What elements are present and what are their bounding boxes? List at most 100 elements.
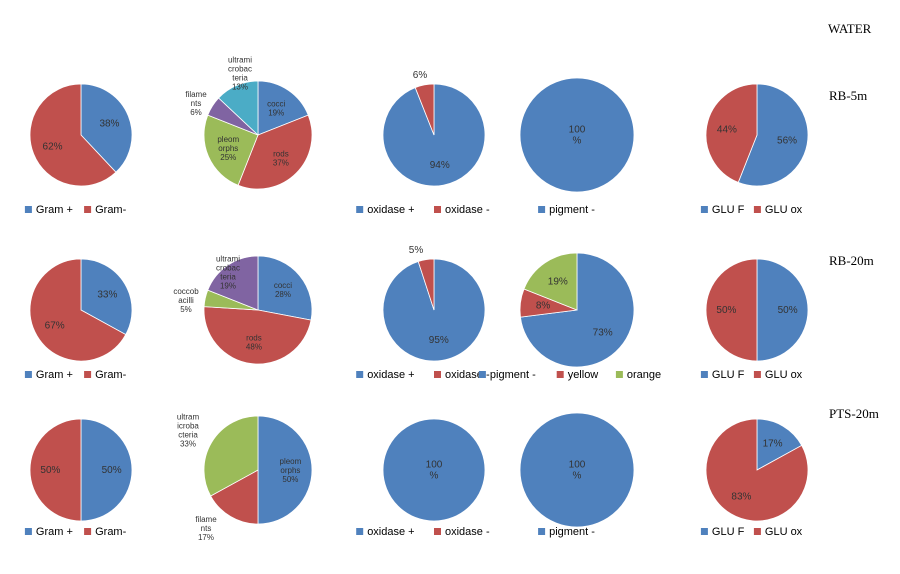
pie-chart-12: pleom orphs 50% filame nts 17% ultram icroba cte… <box>177 413 313 542</box>
pie-slice <box>29 83 117 187</box>
pie-slice <box>417 258 435 311</box>
pie-slice <box>207 255 259 311</box>
legend: oxidase + oxidase - <box>356 526 490 538</box>
data-label: 100% <box>426 460 443 482</box>
data-label: rods 37% <box>273 149 289 167</box>
pie-slice <box>257 255 313 321</box>
data-label: cocci 19% <box>267 100 285 118</box>
legend-swatch <box>478 371 486 378</box>
legend-swatch <box>434 371 441 378</box>
legend-label: Gram- <box>95 204 127 216</box>
legend-label: pigment - <box>549 526 595 538</box>
pie-slice <box>382 418 486 522</box>
legend-swatch <box>434 206 441 213</box>
pie-slice <box>257 80 309 136</box>
legend-label: Gram + <box>36 204 73 216</box>
legend-swatch <box>753 528 761 535</box>
data-label: 38% <box>99 119 119 130</box>
pie-slice <box>705 83 758 183</box>
pie-chart-1: 38% 62% Gram + Gram- <box>24 83 133 216</box>
legend: pigment - <box>538 204 595 216</box>
data-label: 94% <box>430 160 450 171</box>
legend-swatch <box>84 528 92 535</box>
legend-label: Gram- <box>95 369 127 381</box>
pie-chart-10: 50% 50% GLU F GLU ox <box>700 258 809 381</box>
data-label: 62% <box>43 141 63 152</box>
legend-label: orange <box>627 369 661 381</box>
data-label: 17% <box>763 439 783 450</box>
pie-slice <box>80 418 133 522</box>
data-label: 33% <box>97 289 117 300</box>
legend-label: oxidase + <box>367 369 414 381</box>
pie-slice <box>80 83 133 173</box>
data-label: filame nts 6% <box>185 90 207 117</box>
legend-swatch <box>556 371 564 378</box>
legend-swatch <box>356 528 364 535</box>
legend-swatch <box>700 371 708 378</box>
data-label: 5% <box>409 245 424 256</box>
legend-label: Gram- <box>95 526 127 538</box>
legend-label: yellow <box>568 369 599 381</box>
legend: GLU F GLU ox <box>700 204 803 216</box>
pie-chart-5: 56% 44% GLU F GLU ox <box>700 83 809 216</box>
legend: pigment - yellow orange <box>478 369 661 381</box>
legend-label: oxidase + <box>367 204 414 216</box>
pie-slice <box>737 83 809 187</box>
legend: Gram + Gram- <box>24 526 127 538</box>
legend: Gram + Gram- <box>24 369 127 381</box>
pie-slice <box>414 83 435 136</box>
pie-slice <box>29 418 82 522</box>
data-label: 83% <box>731 491 751 502</box>
data-label: 100% <box>569 125 586 147</box>
legend: GLU F GLU ox <box>700 369 803 381</box>
legend-swatch <box>356 206 364 213</box>
legend-swatch <box>538 206 546 213</box>
legend-swatch <box>700 206 708 213</box>
legend: GLU F GLU ox <box>700 526 803 538</box>
pie-slice <box>29 258 127 362</box>
data-label: 50% <box>778 305 798 316</box>
data-label: 56% <box>777 136 797 147</box>
legend-label: oxidase - <box>445 204 490 216</box>
data-label: 19% <box>548 277 568 288</box>
data-label: pleom orphs 25% <box>217 135 239 162</box>
pie-slice <box>203 114 259 186</box>
legend-label: Gram + <box>36 369 73 381</box>
pie-slice <box>705 418 809 522</box>
legend-label: oxidase - <box>445 526 490 538</box>
data-label: 67% <box>45 321 65 332</box>
legend-swatch <box>24 528 32 535</box>
data-label: 8% <box>536 301 551 312</box>
pie-slice <box>80 258 133 336</box>
legend-label: oxidase + <box>367 526 414 538</box>
data-label: 73% <box>593 328 613 339</box>
legend-swatch <box>356 371 364 378</box>
pie-slice <box>203 415 259 497</box>
row-label-1: RB-5m <box>829 88 867 103</box>
row-label-3: PTS-20m <box>829 406 879 421</box>
legend-swatch <box>24 371 32 378</box>
pie-slice <box>237 114 313 190</box>
legend-swatch <box>84 371 92 378</box>
legend-swatch <box>538 528 546 535</box>
legend-label: pigment - <box>490 369 536 381</box>
data-label: cocci 28% <box>274 281 292 299</box>
legend-label: oxidase - <box>445 369 490 381</box>
legend-swatch <box>434 528 441 535</box>
pie-slice <box>203 306 312 365</box>
data-label: coccob acilli 5% <box>173 287 199 314</box>
pie-chart-3: 94% 6% oxidase + oxidase - <box>356 70 490 216</box>
data-label: ultrami crobac teria 13% <box>228 56 252 92</box>
data-label: filame nts 17% <box>195 515 217 542</box>
legend-label: pigment - <box>549 204 595 216</box>
data-label: 6% <box>413 70 428 81</box>
data-label: pleom orphs 50% <box>280 457 302 484</box>
legend: oxidase + oxidase - <box>356 204 490 216</box>
pie-chart-8: 95% 5% oxidase + oxidase - <box>356 245 490 381</box>
legend-label: GLU ox <box>765 204 803 216</box>
row-label-2: RB-20m <box>829 253 874 268</box>
pie-slice <box>756 418 803 471</box>
data-label: 100% <box>569 460 586 482</box>
